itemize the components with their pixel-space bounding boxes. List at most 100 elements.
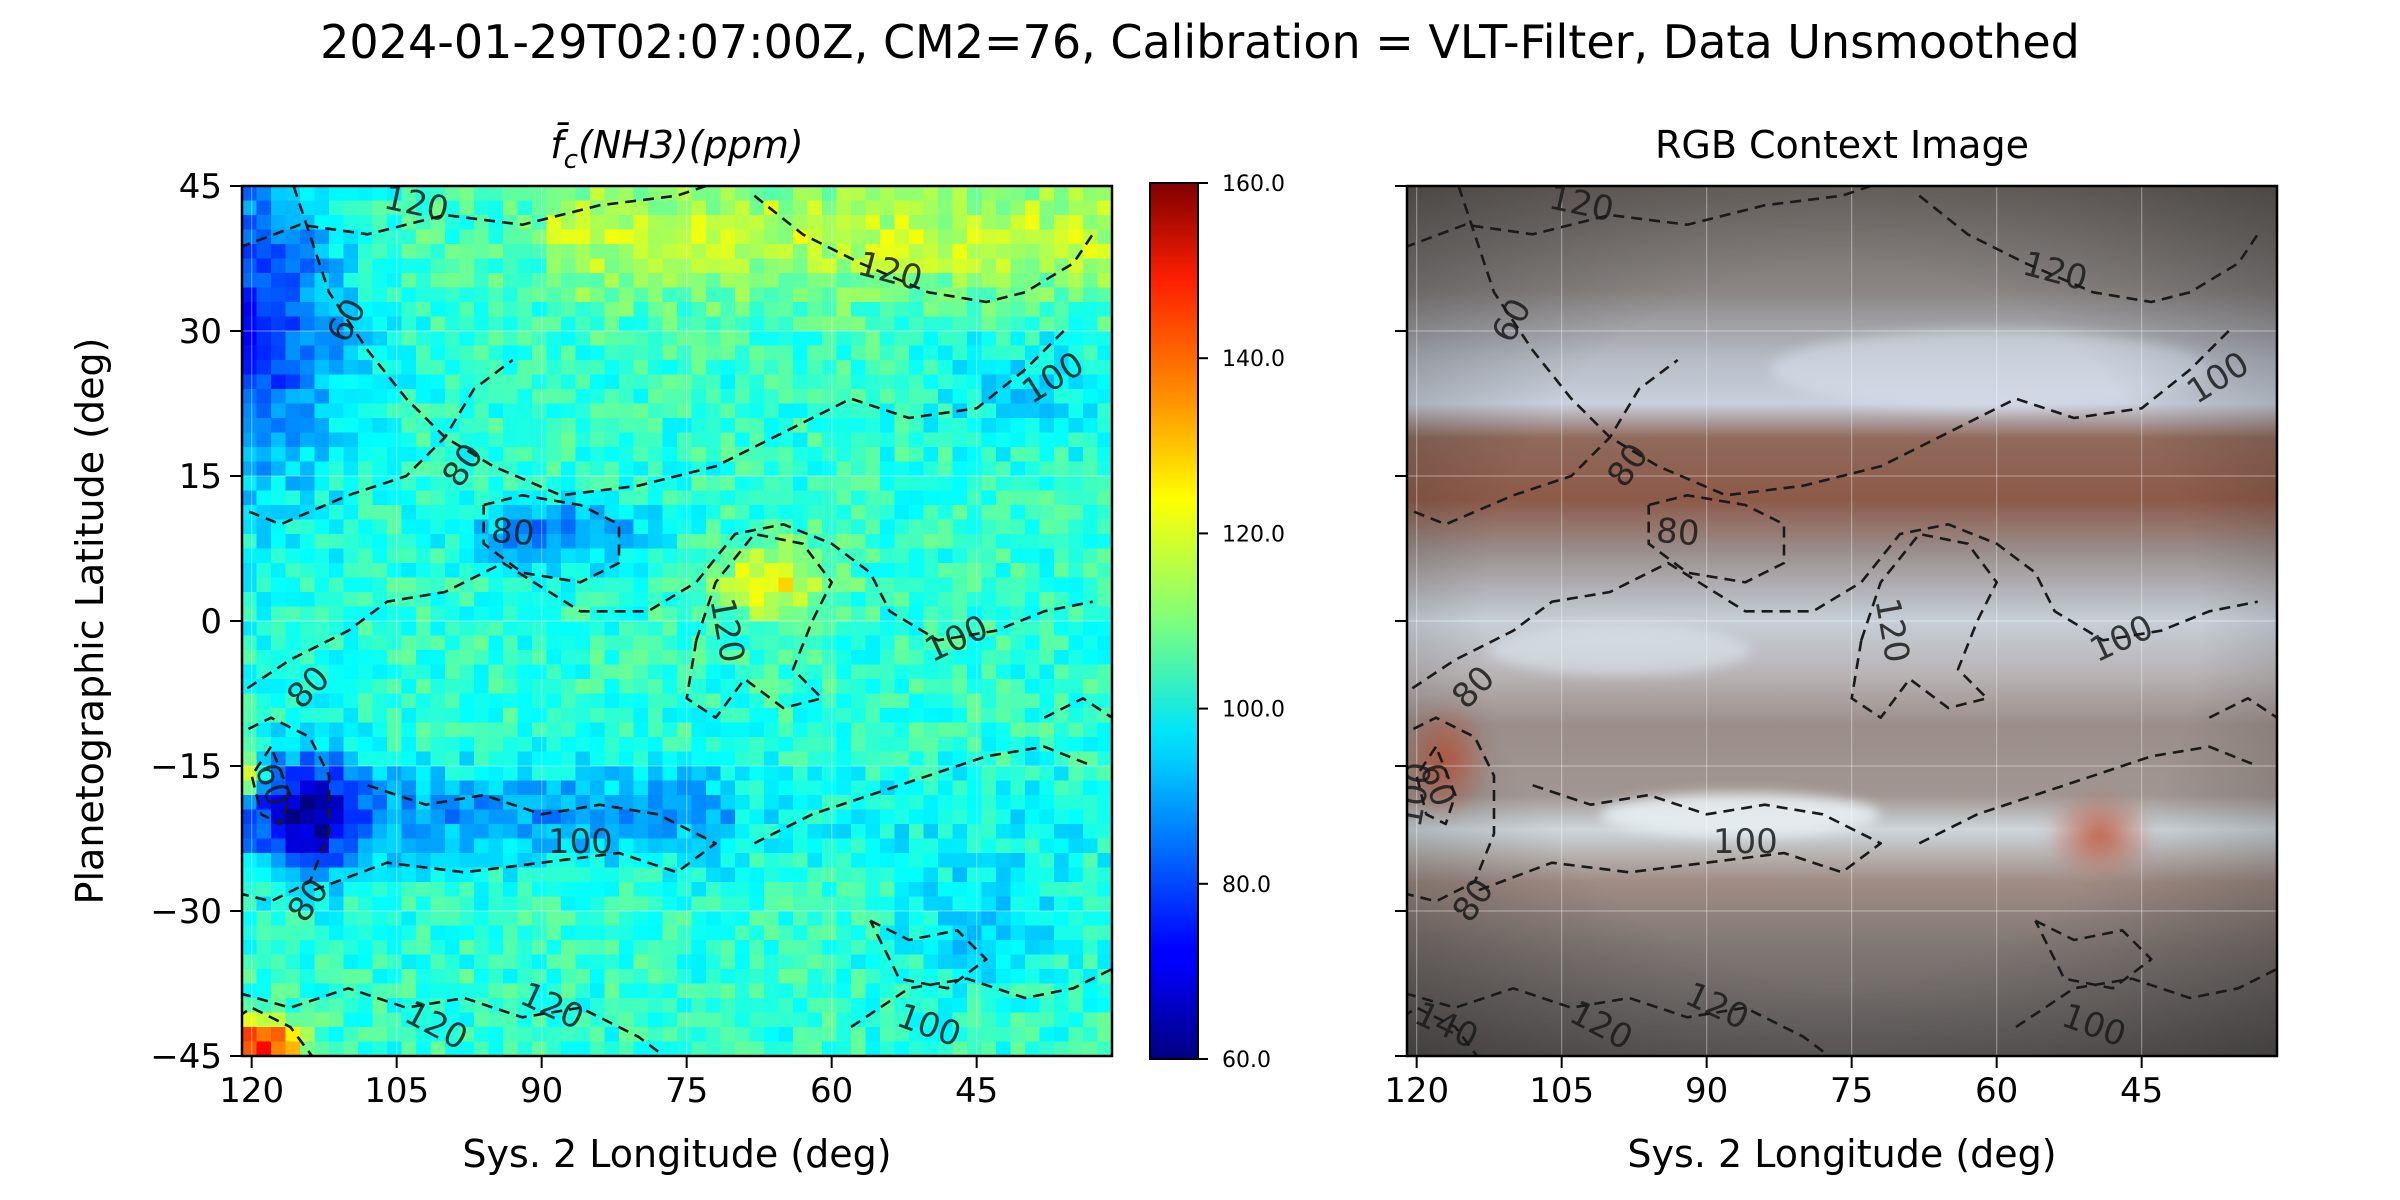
heatmap-cell <box>242 548 258 564</box>
heatmap-cell <box>894 215 910 231</box>
heatmap-cell <box>242 563 258 579</box>
heatmap-cell <box>865 679 881 695</box>
heatmap-cell <box>981 476 997 492</box>
y-tick-label: −15 <box>150 747 222 787</box>
heatmap-cell <box>952 882 968 898</box>
heatmap-cell <box>894 882 910 898</box>
heatmap-cell <box>271 824 287 840</box>
heatmap-cell <box>822 940 838 956</box>
heatmap-cell <box>1083 780 1099 796</box>
heatmap-cell <box>517 795 533 811</box>
heatmap-cell <box>909 505 925 521</box>
heatmap-cell <box>851 809 867 825</box>
heatmap-cell <box>300 592 316 608</box>
heatmap-cell <box>749 722 765 738</box>
heatmap-cell <box>1039 664 1055 680</box>
heatmap-cell <box>735 244 751 260</box>
heatmap-cell <box>1068 940 1084 956</box>
heatmap-cell <box>1068 809 1084 825</box>
heatmap-cell <box>938 896 954 912</box>
heatmap-cell <box>894 896 910 912</box>
heatmap-cell <box>633 592 649 608</box>
heatmap-cell <box>677 940 693 956</box>
heatmap-cell <box>677 824 693 840</box>
heatmap-cell <box>677 737 693 753</box>
heatmap-cell <box>720 679 736 695</box>
heatmap-cell <box>981 853 997 869</box>
heatmap-cell <box>474 896 490 912</box>
contour-line <box>2015 967 2277 1029</box>
heatmap-cell <box>981 505 997 521</box>
heatmap-cell <box>285 331 301 347</box>
heatmap-cell <box>546 838 562 854</box>
heatmap-cell <box>532 215 548 231</box>
heatmap-cell <box>1054 186 1070 202</box>
heatmap-cell <box>561 679 577 695</box>
heatmap-cell <box>416 563 432 579</box>
heatmap-cell <box>923 780 939 796</box>
heatmap-cell <box>865 969 881 985</box>
heatmap-cell <box>387 606 403 622</box>
heatmap-cell <box>459 316 475 332</box>
heatmap-cell <box>880 809 896 825</box>
heatmap-cell <box>488 780 504 796</box>
heatmap-cell <box>633 244 649 260</box>
heatmap-cell <box>706 258 722 274</box>
heatmap-cell <box>793 389 809 405</box>
heatmap-cell <box>1054 940 1070 956</box>
heatmap-cell <box>619 534 635 550</box>
heatmap-cell <box>1010 708 1026 724</box>
heatmap-cell <box>720 838 736 854</box>
heatmap-cell <box>488 229 504 245</box>
heatmap-cell <box>401 766 417 782</box>
heatmap-cell <box>822 780 838 796</box>
heatmap-cell <box>633 273 649 289</box>
heatmap-cell <box>242 432 258 448</box>
heatmap-cell <box>706 925 722 941</box>
heatmap-cell <box>1010 621 1026 637</box>
heatmap-cell <box>778 896 794 912</box>
heatmap-cell <box>256 940 272 956</box>
heatmap-cell <box>242 708 258 724</box>
heatmap-cell <box>938 200 954 216</box>
heatmap-cell <box>706 447 722 463</box>
heatmap-cell <box>793 519 809 535</box>
heatmap-cell <box>358 186 374 202</box>
heatmap-cell <box>561 693 577 709</box>
heatmap-cell <box>1083 824 1099 840</box>
heatmap-cell <box>575 766 591 782</box>
heatmap-cell <box>923 664 939 680</box>
heatmap-cell <box>677 664 693 680</box>
heatmap-cell <box>894 418 910 434</box>
heatmap-cell <box>256 853 272 869</box>
heatmap-cell <box>590 867 606 883</box>
heatmap-cell <box>662 751 678 767</box>
heatmap-cell <box>952 1012 968 1028</box>
heatmap-cell <box>720 1012 736 1028</box>
heatmap-cell <box>329 302 345 318</box>
heatmap-cell <box>691 664 707 680</box>
heatmap-cell <box>517 534 533 550</box>
heatmap-cell <box>981 940 997 956</box>
heatmap-cell <box>314 461 330 477</box>
heatmap-cell <box>445 708 461 724</box>
heatmap-cell <box>894 664 910 680</box>
heatmap-cell <box>532 476 548 492</box>
heatmap-cell <box>836 215 852 231</box>
heatmap-cell <box>807 519 823 535</box>
heatmap-cell <box>706 693 722 709</box>
heatmap-cell <box>387 766 403 782</box>
heatmap-cell <box>416 534 432 550</box>
heatmap-cell <box>981 287 997 303</box>
heatmap-cell <box>677 838 693 854</box>
heatmap-cell <box>981 1012 997 1028</box>
heatmap-cell <box>503 331 519 347</box>
heatmap-cell <box>851 998 867 1014</box>
heatmap-cell <box>952 287 968 303</box>
heatmap-cell <box>735 287 751 303</box>
heatmap-cell <box>677 548 693 564</box>
heatmap-cell <box>358 853 374 869</box>
heatmap-cell <box>387 461 403 477</box>
heatmap-cell <box>1068 679 1084 695</box>
heatmap-cell <box>880 925 896 941</box>
